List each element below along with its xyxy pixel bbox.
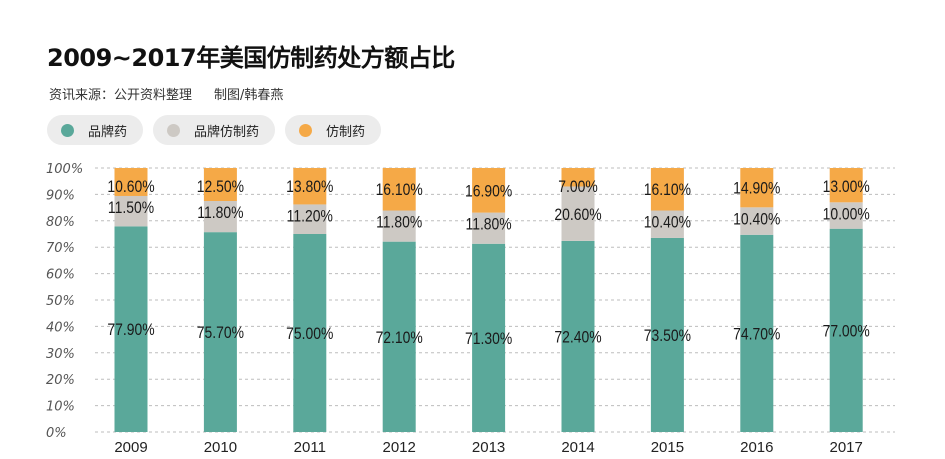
x-tick-label: 2013	[472, 439, 505, 456]
data-label: 16.90%	[465, 182, 512, 201]
data-label: 11.80%	[197, 204, 243, 223]
bar-segment	[114, 226, 148, 432]
data-label: 74.70%	[733, 325, 780, 344]
bar-segment	[293, 204, 327, 234]
bar-segment	[472, 212, 506, 244]
bar-segment	[740, 168, 774, 208]
y-tick-label: 70%	[46, 241, 75, 256]
legend-swatch-branded-generic	[167, 123, 181, 137]
x-tick-label: 2017	[830, 439, 863, 456]
x-tick-label: 2011	[294, 439, 326, 456]
legend-item-brand: 品牌药	[47, 115, 144, 145]
bar-segment	[650, 237, 684, 432]
legend-label-generic: 仿制药	[326, 124, 366, 140]
x-tick-label: 2016	[740, 439, 773, 456]
bar-segment	[382, 210, 416, 242]
legend-item-generic: 仿制药	[285, 115, 382, 145]
y-tick-label: 50%	[46, 294, 75, 309]
bar-segment	[114, 168, 148, 196]
y-tick-label: 60%	[46, 268, 75, 283]
bar-segment	[203, 232, 237, 432]
data-label: 11.80%	[376, 213, 422, 232]
data-label: 20.60%	[554, 206, 601, 225]
data-label: 72.40%	[554, 328, 601, 347]
data-label: 11.20%	[287, 207, 333, 226]
x-tick-label: 2012	[383, 439, 416, 456]
bar-segment	[829, 202, 863, 229]
data-label: 10.00%	[823, 205, 870, 224]
bar-segment	[740, 234, 774, 432]
bar-segment	[650, 210, 684, 238]
bar-segment	[472, 168, 506, 213]
bar-segment	[561, 186, 595, 241]
data-label: 10.40%	[733, 210, 780, 229]
bar-segment	[293, 234, 327, 432]
y-tick-label: 100%	[46, 162, 83, 177]
chart-legend: 品牌药 品牌仿制药 仿制药	[47, 115, 382, 145]
bar-segment	[382, 168, 416, 211]
y-tick-label: 80%	[46, 215, 75, 230]
y-tick-label: 0%	[46, 426, 67, 441]
x-tick-label: 2014	[561, 439, 594, 456]
data-label: 16.10%	[644, 181, 691, 200]
x-tick-label: 2015	[651, 439, 684, 456]
y-tick-label: 20%	[46, 373, 75, 388]
bar-segment	[382, 241, 416, 432]
data-label: 11.50%	[108, 199, 154, 218]
bar-segment	[650, 168, 684, 211]
bar-segment	[472, 243, 506, 432]
data-label: 77.00%	[823, 322, 870, 341]
data-label: 75.70%	[197, 324, 244, 343]
legend-swatch-generic	[299, 123, 313, 137]
bar-segment	[203, 201, 237, 233]
y-tick-label: 10%	[46, 400, 75, 415]
bar-segment	[829, 168, 863, 203]
data-label: 11.80%	[465, 215, 511, 234]
x-tick-label: 2009	[114, 439, 147, 456]
data-label: 77.90%	[107, 321, 154, 340]
data-label: 73.50%	[644, 327, 691, 346]
x-tick-label: 2010	[204, 439, 237, 456]
bar-segment	[829, 228, 863, 432]
data-label: 12.50%	[197, 178, 244, 197]
legend-label-brand: 品牌药	[88, 124, 128, 140]
data-label: 71.30%	[465, 330, 512, 349]
y-tick-label: 90%	[46, 188, 75, 203]
data-label: 13.00%	[823, 178, 870, 197]
data-label: 72.10%	[376, 329, 423, 348]
source-text: 资讯来源：公开资料整理	[49, 88, 193, 103]
data-label: 10.40%	[644, 213, 691, 232]
bar-segment	[740, 207, 774, 235]
legend-label-branded-generic: 品牌仿制药	[194, 124, 260, 140]
bar-segment	[293, 168, 327, 205]
data-label: 75.00%	[286, 325, 333, 344]
legend-item-branded-generic: 品牌仿制药	[153, 115, 276, 145]
data-label: 7.00%	[558, 178, 598, 197]
bar-segment	[561, 240, 595, 432]
data-label: 16.10%	[376, 181, 423, 200]
author-text: 制图/韩春燕	[214, 88, 284, 103]
data-label: 13.80%	[286, 178, 333, 197]
data-label: 10.60%	[107, 178, 154, 197]
chart-title: 2009~2017年美国仿制药处方额占比	[47, 44, 455, 72]
bar-segment	[114, 195, 148, 227]
y-tick-label: 30%	[46, 347, 75, 362]
bar-segment	[561, 168, 595, 187]
bar-segment	[203, 168, 237, 201]
legend-swatch-brand	[61, 123, 74, 137]
source-line: 资讯来源：公开资料整理 制图/韩春燕	[49, 84, 283, 103]
y-tick-label: 40%	[46, 320, 75, 335]
data-label: 14.90%	[733, 179, 780, 198]
